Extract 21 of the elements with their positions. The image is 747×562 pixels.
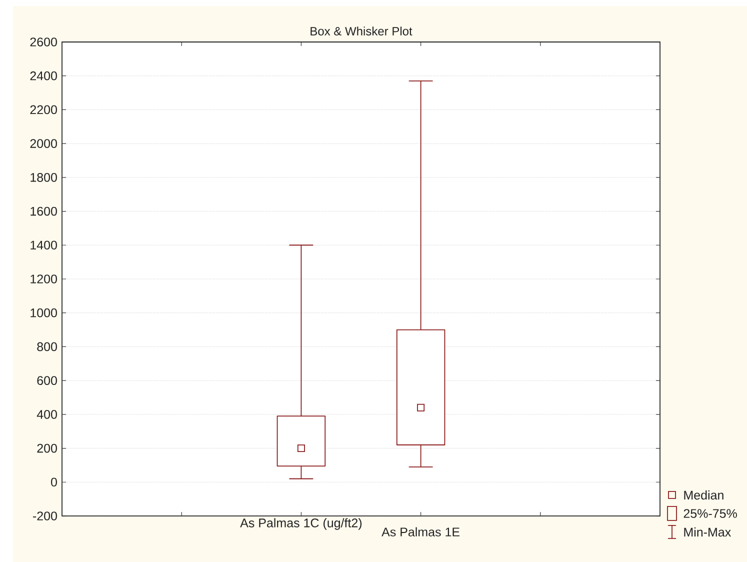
y-tick-label: 1000 — [30, 308, 57, 318]
y-tick-label: 1800 — [30, 173, 57, 182]
y-tick-label: 2200 — [30, 105, 57, 114]
text: 25%-75% — [684, 509, 737, 518]
text: Median — [684, 490, 724, 500]
text: Min-Max — [684, 527, 731, 537]
y-tick-label: 1400 — [30, 240, 57, 250]
y-tick-label: 2600 — [30, 38, 57, 46]
y-tick-label: 800 — [37, 342, 57, 352]
y-tick-label: 1200 — [30, 274, 57, 284]
y-tick-label: 400 — [36, 410, 57, 419]
y-tick-label: 600 — [37, 376, 57, 385]
x-tick-label: As Palmas 1C (ug/ft2) — [240, 518, 362, 530]
y-tick-label: 2400 — [30, 71, 57, 80]
x-tick-label: As Palmas 1E — [382, 527, 460, 536]
y-tick-label: 1600 — [30, 206, 57, 216]
y-tick-label: 2000 — [30, 139, 57, 148]
chart-title: Box & Whisker Plot — [310, 26, 412, 36]
y-tick-label: 0 — [51, 478, 57, 487]
y-tick-label: -200 — [33, 512, 57, 520]
y-tick-label: 200 — [37, 444, 57, 453]
